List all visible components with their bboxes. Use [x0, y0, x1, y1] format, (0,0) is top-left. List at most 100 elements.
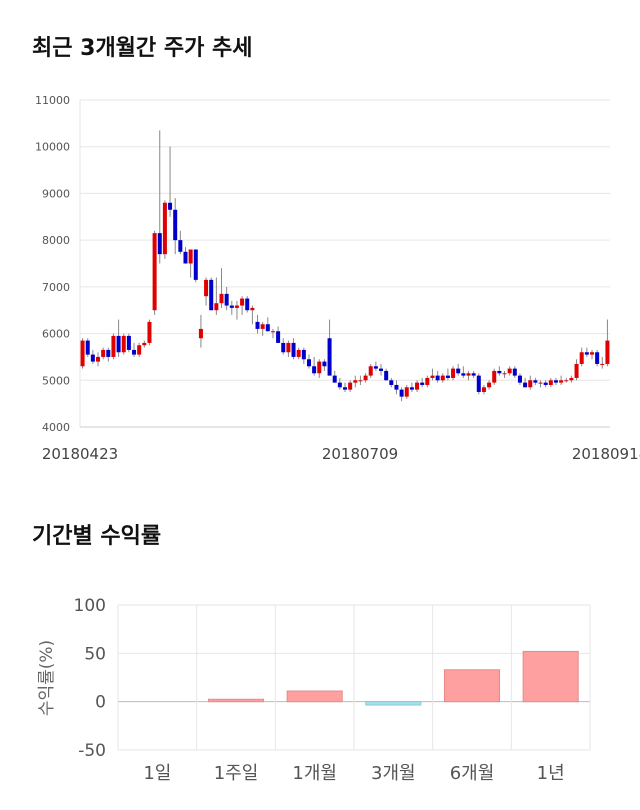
candle-body: [548, 380, 553, 385]
candle-body: [440, 375, 445, 381]
candle-body: [394, 384, 399, 390]
candle-body: [348, 382, 353, 390]
candle-body: [451, 368, 456, 378]
candle-body: [528, 380, 533, 388]
candle-body: [404, 387, 409, 397]
candle-body: [430, 375, 435, 378]
candle-body: [425, 377, 430, 385]
candle-body: [579, 352, 584, 364]
candle-body: [183, 251, 188, 264]
candle-body: [132, 349, 137, 355]
candle-body: [481, 387, 486, 392]
return-chart-grid: [117, 604, 591, 751]
candle-body: [96, 356, 101, 362]
candle-body: [327, 338, 332, 376]
candle-body: [337, 382, 342, 388]
candle-body: [342, 387, 348, 390]
candle-body: [409, 387, 414, 390]
return-y-tick-label: 100: [74, 596, 106, 616]
return-x-tick-label: 3개월: [371, 763, 416, 784]
candle-body: [286, 342, 291, 353]
price-y-tick-label: 4000: [42, 421, 70, 434]
candle-body: [605, 340, 610, 364]
candle-body: [358, 380, 363, 382]
candle-body: [168, 202, 173, 210]
candle-body: [497, 370, 502, 374]
price-chart-y-axis: 4000 5000 6000 7000 8000 9000 10000 11000: [35, 94, 70, 434]
candle-body: [564, 380, 569, 382]
candle-body: [229, 305, 234, 308]
candle-body: [214, 303, 219, 311]
candle-body: [322, 361, 327, 367]
candle-body: [224, 293, 229, 306]
candle-body: [476, 375, 481, 392]
candle-body: [487, 382, 492, 388]
candle-body: [234, 305, 239, 308]
candle-body: [219, 293, 224, 304]
candle-body: [101, 349, 106, 357]
candle-body: [543, 382, 548, 385]
candle-body: [245, 298, 250, 311]
candle-body: [142, 342, 147, 346]
candle-body: [157, 233, 162, 255]
candle-body: [198, 328, 203, 339]
price-trend-chart: 4000 5000 6000 7000 8000 9000 10000 11000 20180…: [35, 94, 640, 463]
candle-body: [466, 373, 471, 376]
price-x-tick-label: 20180709: [322, 445, 398, 463]
return-bar: [365, 701, 422, 706]
candle-body: [379, 368, 384, 371]
candle-body: [162, 202, 167, 255]
candle-body: [301, 349, 306, 360]
candle-body: [507, 368, 512, 374]
price-x-tick-label: 20180423: [42, 445, 118, 463]
return-x-tick-label: 1주일: [214, 763, 259, 784]
candle-body: [281, 342, 286, 353]
candle-body: [512, 368, 517, 376]
candle-body: [106, 349, 111, 357]
candle-body: [373, 366, 378, 369]
candle-body: [533, 380, 538, 383]
candle-body: [80, 340, 85, 367]
candle-body: [584, 352, 589, 355]
price-y-tick-label: 7000: [42, 281, 70, 294]
return-y-tick-label: 0: [95, 693, 106, 713]
candle-body: [384, 370, 389, 381]
candle-body: [296, 349, 301, 357]
price-chart-x-axis: 20180423 20180709 20180918: [42, 445, 640, 463]
price-y-tick-label: 5000: [42, 374, 70, 387]
candle-body: [255, 321, 260, 329]
return-chart-y-axis-label: 수익률(%): [37, 640, 57, 716]
candle-body: [589, 352, 594, 355]
return-chart-y-axis: -50 0 50 100: [74, 596, 106, 761]
candle-body: [492, 370, 497, 383]
candle-body: [415, 382, 420, 390]
candle-body: [461, 373, 466, 376]
price-y-tick-label: 10000: [35, 141, 70, 154]
candle-body: [306, 359, 311, 367]
return-y-tick-label: 50: [84, 644, 106, 664]
candle-body: [240, 298, 245, 306]
candle-body: [265, 324, 270, 332]
candle-body: [456, 368, 461, 374]
candle-body: [209, 279, 214, 311]
price-chart-candles: [80, 130, 610, 402]
candle-body: [553, 380, 558, 383]
candle-body: [126, 335, 131, 350]
price-y-tick-label: 9000: [42, 187, 70, 200]
return-x-tick-label: 1일: [143, 763, 171, 784]
return-y-tick-label: -50: [78, 741, 106, 761]
candle-body: [445, 375, 450, 378]
candle-body: [152, 233, 157, 311]
candle-body: [399, 389, 404, 397]
price-x-tick-label: 20180918: [572, 445, 640, 463]
candle-body: [312, 366, 317, 374]
candle-body: [111, 335, 116, 357]
candle-body: [147, 321, 152, 343]
return-bar: [207, 698, 265, 703]
candle-body: [363, 375, 368, 381]
candle-body: [538, 382, 543, 384]
candle-body: [471, 373, 476, 376]
candle-body: [317, 361, 322, 374]
candle-body: [260, 324, 265, 329]
return-bar: [522, 650, 579, 703]
